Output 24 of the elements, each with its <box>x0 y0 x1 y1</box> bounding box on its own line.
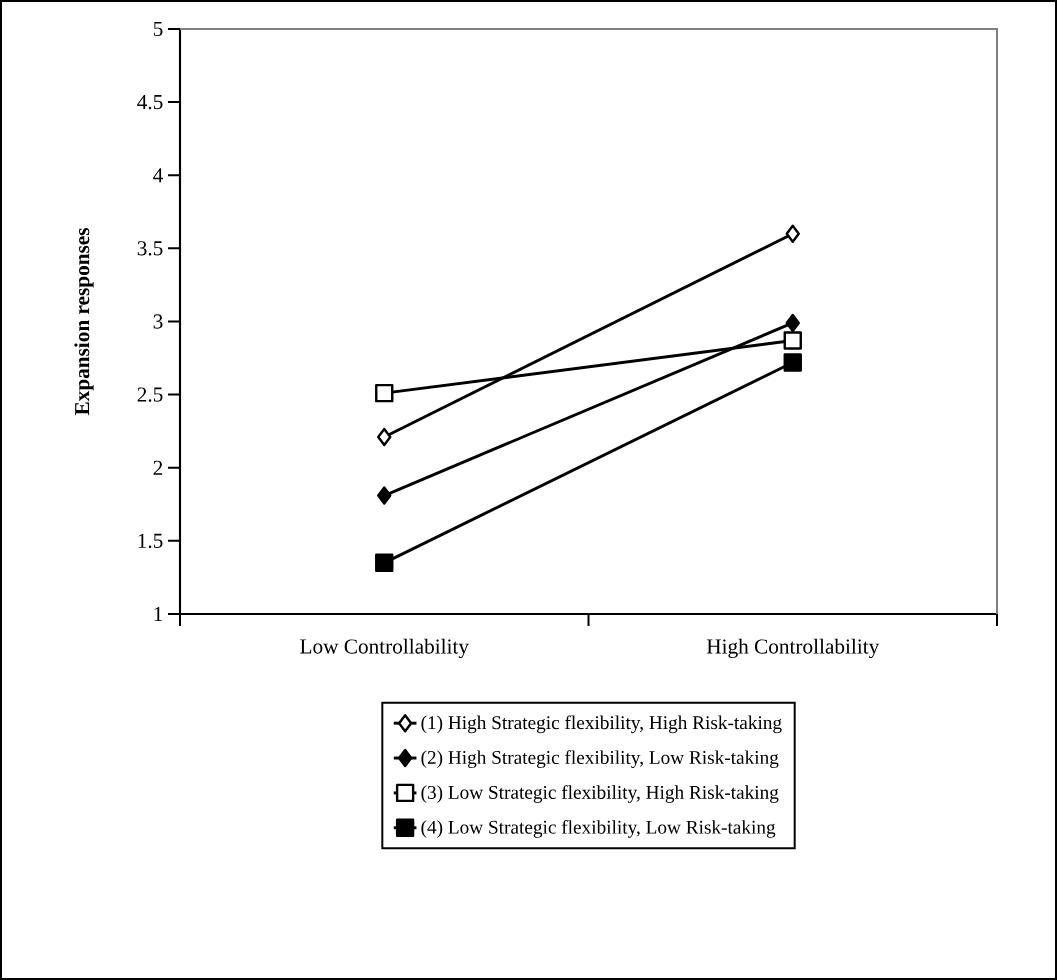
point <box>377 427 392 447</box>
legend-label: (4) Low Strategic flexibility, Low Risk-taking <box>421 820 776 838</box>
legend-label: (3) Low Strategic flexibility, High Risk-taking <box>421 785 779 803</box>
point <box>375 383 394 403</box>
y-tick-label: 3.5 <box>137 241 163 256</box>
point <box>783 353 802 372</box>
y-tick-label: 1 <box>154 606 163 622</box>
y-axis-title: Expansion responses <box>74 228 94 416</box>
y-tick-label: 4 <box>153 168 163 183</box>
y-tick-label: 3 <box>153 314 163 329</box>
point <box>785 224 800 243</box>
legend-label: (1) High Strategic flexibility, High Risk-taking <box>421 715 782 734</box>
y-tick-label: 2 <box>153 460 163 475</box>
point <box>377 486 392 505</box>
y-tick-label: 1.5 <box>138 533 163 549</box>
y-tick-label: 2.5 <box>137 387 163 402</box>
point <box>375 553 394 573</box>
y-tick-label: 5 <box>153 21 163 37</box>
x-tick-label: Low Controllability <box>300 638 469 659</box>
legend-label: (2) High Strategic flexibility, Low Risk-taking <box>421 750 779 768</box>
point <box>785 313 800 333</box>
point <box>783 331 802 350</box>
y-tick-label: 4.5 <box>137 94 163 110</box>
x-tick-label: High Controllability <box>706 638 880 659</box>
